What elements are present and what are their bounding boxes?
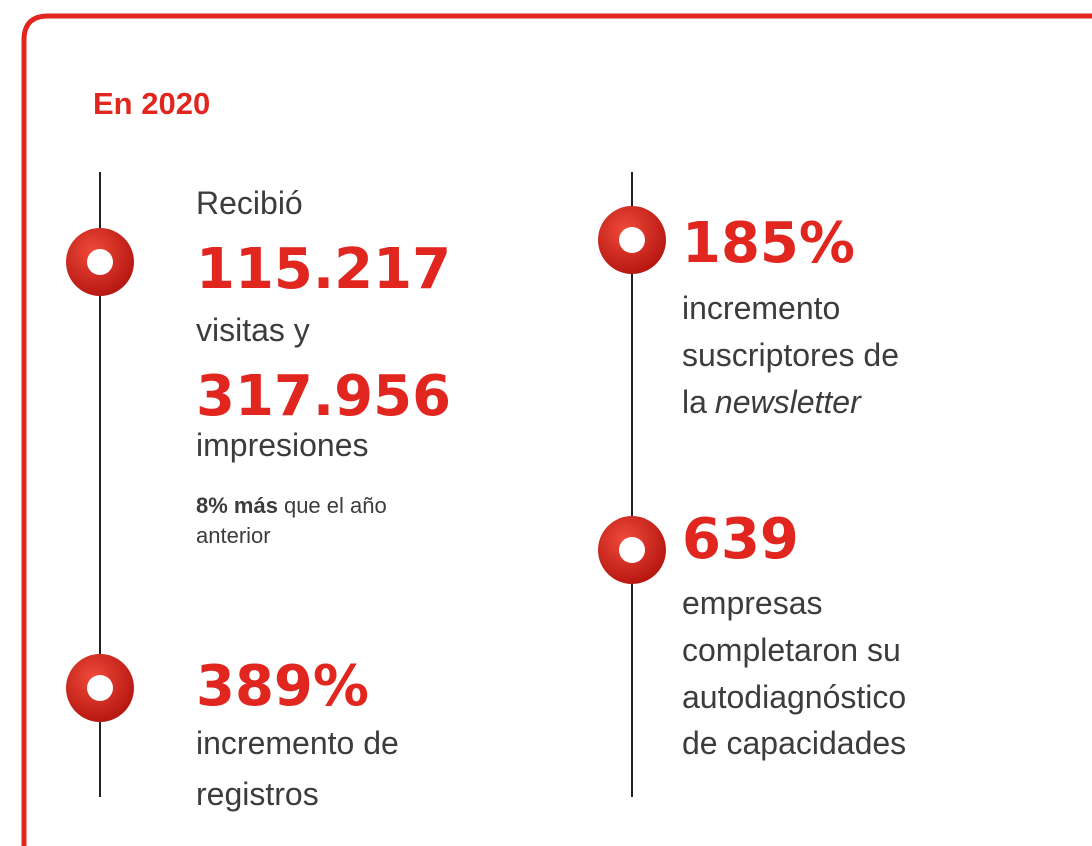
note: 8% más que el año: [196, 493, 387, 518]
note-bold: 8% más: [196, 493, 278, 518]
note: anterior: [196, 523, 271, 548]
frame: [21, 13, 1092, 846]
label: incremento: [682, 290, 840, 326]
figure: 317.956: [196, 364, 451, 429]
figure: 389%: [196, 654, 369, 719]
label: visitas y: [196, 312, 310, 348]
title: En 2020: [93, 86, 210, 121]
figure: 639: [682, 507, 799, 572]
note-text: que el año: [284, 493, 387, 518]
label: de capacidades: [682, 725, 906, 761]
label: suscriptores de: [682, 337, 899, 373]
label-italic: newsletter: [715, 384, 862, 420]
label: autodiagnóstico: [682, 679, 906, 715]
label: impresiones: [196, 427, 369, 463]
figure: 185%: [682, 211, 855, 276]
intro: Recibió: [196, 185, 303, 221]
markers: [66, 206, 666, 722]
label: registros: [196, 776, 319, 812]
label-text: la: [682, 384, 707, 420]
figure: 115.217: [196, 237, 451, 302]
label: la newsletter: [682, 384, 862, 420]
label: incremento de: [196, 725, 399, 761]
label: completaron su: [682, 632, 901, 668]
label: empresas: [682, 585, 823, 621]
